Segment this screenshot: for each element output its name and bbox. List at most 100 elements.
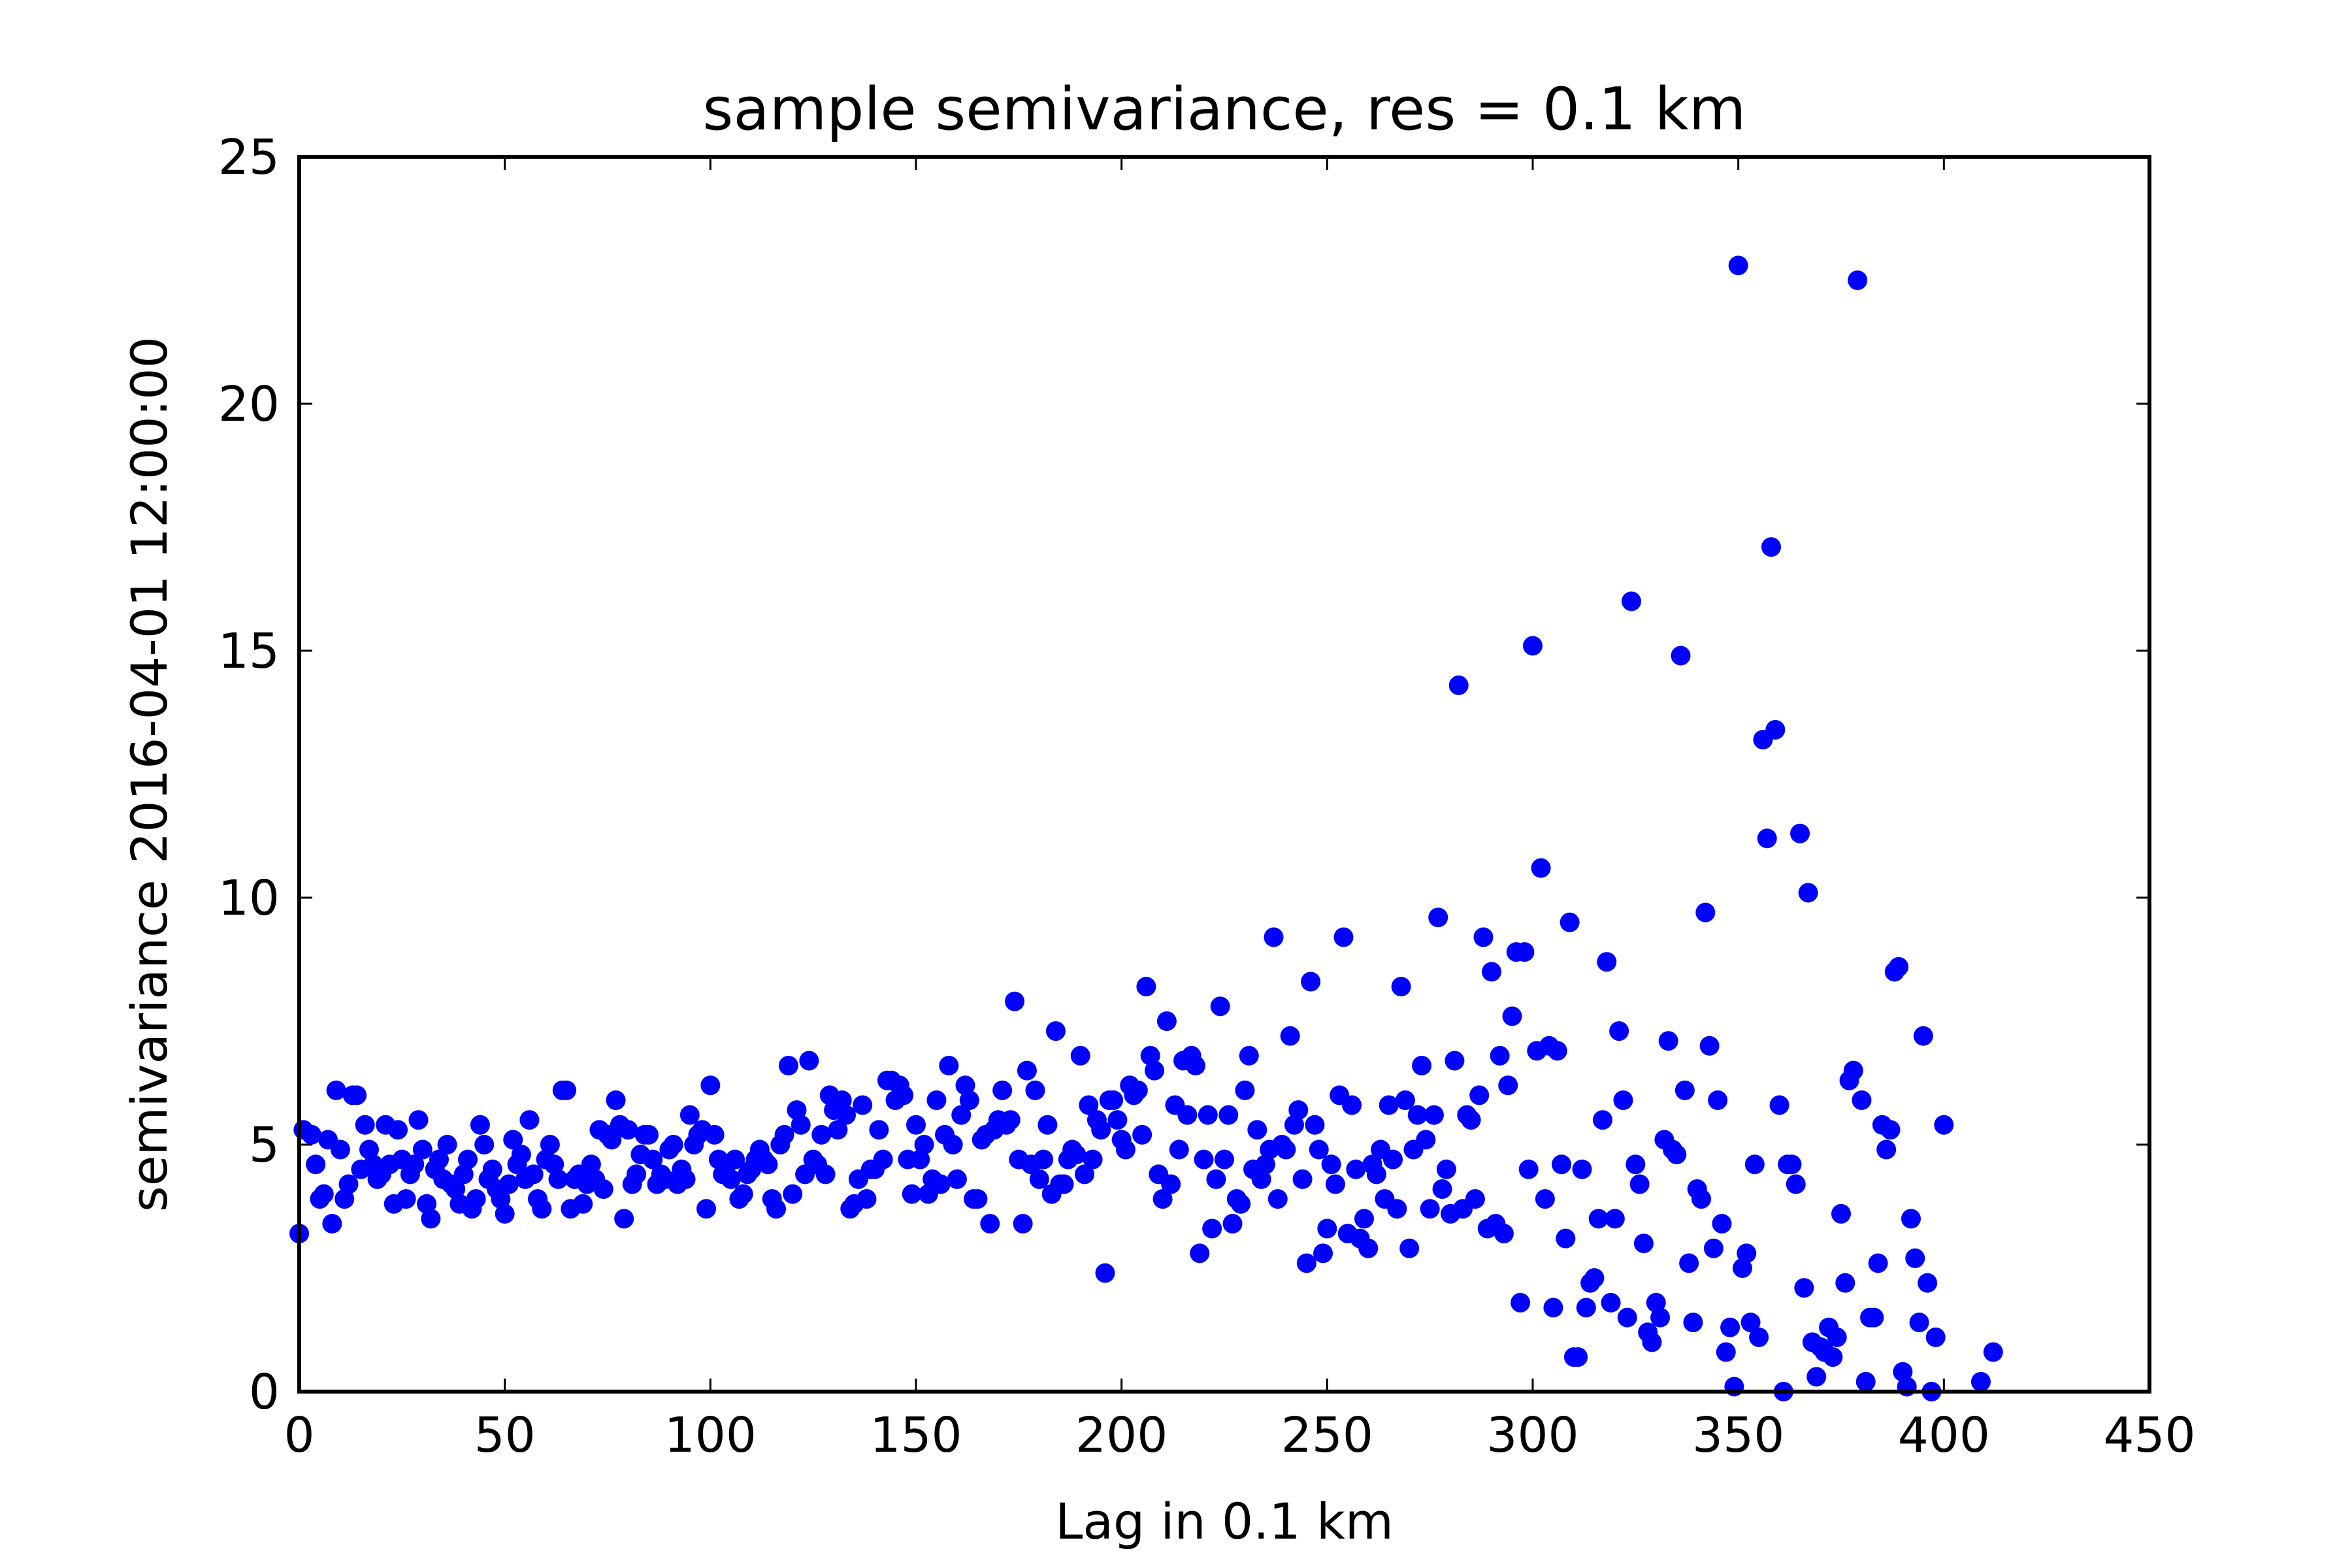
x-tick-label: 300 [1486, 1407, 1578, 1463]
x-tick-label: 250 [1281, 1407, 1373, 1463]
data-point [1045, 1021, 1066, 1041]
data-point [1650, 1307, 1671, 1328]
data-point [495, 1203, 515, 1224]
data-point [980, 1213, 1000, 1233]
data-point [1239, 1045, 1259, 1066]
data-point [1708, 1090, 1728, 1110]
data-point [593, 1179, 613, 1200]
data-point [1852, 1090, 1872, 1110]
data-point [1855, 1371, 1876, 1392]
data-point [1502, 1006, 1522, 1026]
data-point [947, 1169, 967, 1189]
data-point [643, 1149, 663, 1169]
data-point [573, 1194, 593, 1214]
data-point [1983, 1342, 2003, 1362]
data-point [1728, 255, 1748, 276]
data-point [1622, 591, 1642, 612]
data-point [1617, 1307, 1637, 1328]
data-point [1490, 1045, 1510, 1066]
data-point [1913, 1026, 1933, 1046]
y-tick-label: 15 [218, 623, 280, 679]
data-point [412, 1139, 433, 1160]
data-point [396, 1189, 416, 1209]
data-point [1918, 1273, 1938, 1293]
data-point [532, 1199, 552, 1219]
data-point [663, 1135, 683, 1154]
data-point [606, 1090, 626, 1110]
data-point [1691, 1189, 1712, 1209]
data-point [902, 1184, 922, 1204]
data-point [1744, 1154, 1765, 1175]
data-point [1712, 1213, 1732, 1233]
data-point [1407, 1105, 1428, 1125]
x-tick-label: 450 [2103, 1407, 2195, 1463]
data-point [1868, 1253, 1888, 1273]
data-point [1412, 1056, 1432, 1076]
data-point [1079, 1095, 1099, 1115]
data-point [466, 1189, 486, 1209]
data-point [1066, 1145, 1086, 1165]
data-point [836, 1105, 857, 1125]
data-point [1358, 1238, 1379, 1258]
data-point [306, 1154, 326, 1175]
data-point [828, 1120, 848, 1140]
data-point [1095, 1263, 1115, 1283]
data-point [1683, 1313, 1703, 1333]
x-tick-label: 150 [870, 1407, 962, 1463]
data-point [1765, 719, 1786, 740]
data-point [721, 1169, 741, 1189]
data-point [557, 1080, 577, 1100]
data-point [1128, 1080, 1148, 1100]
data-point [1037, 1115, 1058, 1135]
data-point [1790, 823, 1810, 843]
data-point [1000, 1110, 1021, 1130]
data-point [1054, 1174, 1074, 1194]
data-point [811, 1124, 832, 1145]
data-point [523, 1164, 544, 1184]
data-point [491, 1189, 511, 1209]
data-point [799, 1051, 819, 1071]
data-point [503, 1130, 523, 1150]
data-point [1843, 1060, 1863, 1081]
data-point [696, 1199, 717, 1219]
data-point [335, 1189, 355, 1209]
data-point [968, 1189, 988, 1209]
data-point [1152, 1189, 1173, 1209]
data-point [1288, 1100, 1309, 1120]
x-tick-label: 400 [1898, 1407, 1990, 1463]
data-point [787, 1100, 807, 1120]
data-point [1642, 1332, 1662, 1352]
data-point [1740, 1313, 1761, 1333]
data-point [1674, 1080, 1695, 1100]
data-point [1461, 1110, 1481, 1130]
data-point [1399, 1238, 1420, 1258]
data-point [733, 1184, 753, 1204]
data-point [1313, 1243, 1333, 1264]
data-point [1346, 1159, 1366, 1179]
data-point [1625, 1154, 1646, 1175]
data-point [359, 1139, 379, 1160]
data-point [1428, 907, 1448, 928]
data-point [474, 1135, 495, 1154]
data-point [314, 1184, 334, 1204]
data-point [1494, 1224, 1514, 1244]
y-tick-label: 25 [218, 129, 280, 186]
data-point [1210, 996, 1230, 1017]
data-point [1535, 1189, 1555, 1209]
x-tick-label: 100 [664, 1407, 757, 1463]
data-point [1235, 1080, 1255, 1100]
data-point [1552, 1154, 1572, 1175]
data-point [1970, 1371, 1991, 1392]
data-point [470, 1115, 490, 1135]
data-point [1757, 828, 1777, 849]
y-tick-label: 10 [218, 870, 280, 926]
data-point [676, 1169, 696, 1189]
data-point [322, 1213, 342, 1233]
x-tick-label: 0 [284, 1407, 314, 1463]
data-point [1769, 1095, 1789, 1115]
data-point [1473, 927, 1494, 947]
data-point [1695, 902, 1716, 923]
data-point [1284, 1115, 1304, 1135]
